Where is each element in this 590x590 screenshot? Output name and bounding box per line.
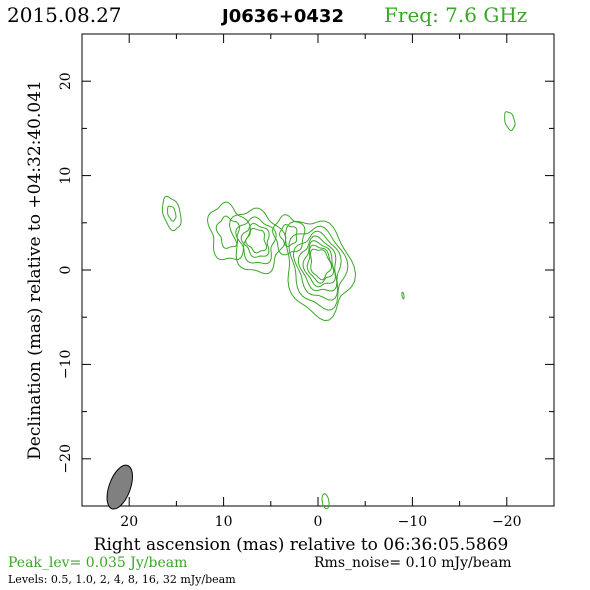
contour-jet-knot-3-level-2: [279, 223, 298, 247]
contour-jet-knot-1-level-4: [245, 227, 268, 254]
contour-isolated-blob-east-level-1: [161, 195, 182, 232]
contour-jet-knot-3-level-1: [272, 214, 306, 256]
peak-level: Peak_lev= 0.035 Jy/beam: [8, 555, 187, 571]
contour-core-level-7: [309, 248, 332, 281]
rms-noise: Rms_noise= 0.10 mJy/beam: [314, 555, 512, 571]
x-tick-label: −20: [492, 514, 522, 530]
plot-frame: [81, 33, 555, 507]
contour-levels: Levels: 0.5, 1.0, 2, 4, 8, 16, 32 mJy/be…: [8, 573, 236, 586]
contour-core-level-1: [284, 220, 357, 322]
contour-jet-knot-2-level-1: [206, 201, 251, 261]
contour-core-level-6: [306, 244, 335, 284]
contour-isolated-blob-west-level-1: [504, 111, 516, 132]
y-tick-label: 10: [58, 167, 74, 185]
contour-core-level-5: [302, 240, 336, 288]
y-tick-label: −20: [58, 444, 74, 474]
axis-ticks: [81, 33, 555, 507]
source-name: J0636+0432: [220, 6, 344, 27]
contour-jet-knot-2-level-2: [215, 215, 241, 249]
frequency-label: Freq: 7.6 GHz: [384, 3, 527, 27]
contour-core-level-3: [293, 230, 342, 301]
contour-core-level-4: [297, 235, 338, 292]
contour-core-level-2: [288, 225, 349, 311]
x-tick-label: 10: [215, 514, 233, 530]
contour-noise-spot-level-1: [401, 291, 405, 300]
x-axis-label: Right ascension (mas) relative to 06:36:…: [94, 535, 509, 555]
x-tick-label: −10: [398, 514, 428, 530]
contour-isolated-blob-east-level-2: [167, 205, 177, 222]
observation-date: 2015.08.27: [7, 3, 122, 27]
beam-layer: [106, 464, 133, 510]
contour-jet-knot-1-level-2: [235, 216, 277, 265]
y-tick-label: −10: [58, 350, 74, 380]
axis-tick-labels: 20 10 0 −10 −20 20 10 0 −10 −20: [58, 72, 522, 530]
contour-layer: [161, 111, 516, 510]
contour-jet-knot-1-level-1: [228, 207, 287, 275]
restoring-beam: [106, 464, 133, 510]
contour-edge-spot-level-1: [321, 493, 330, 510]
x-tick-label: 0: [314, 514, 323, 530]
x-tick-label: 20: [120, 514, 138, 530]
y-axis-label: Declination (mas) relative to +04:32:40.…: [25, 80, 45, 460]
y-tick-label: 0: [58, 266, 74, 275]
y-tick-label: 20: [58, 72, 74, 90]
